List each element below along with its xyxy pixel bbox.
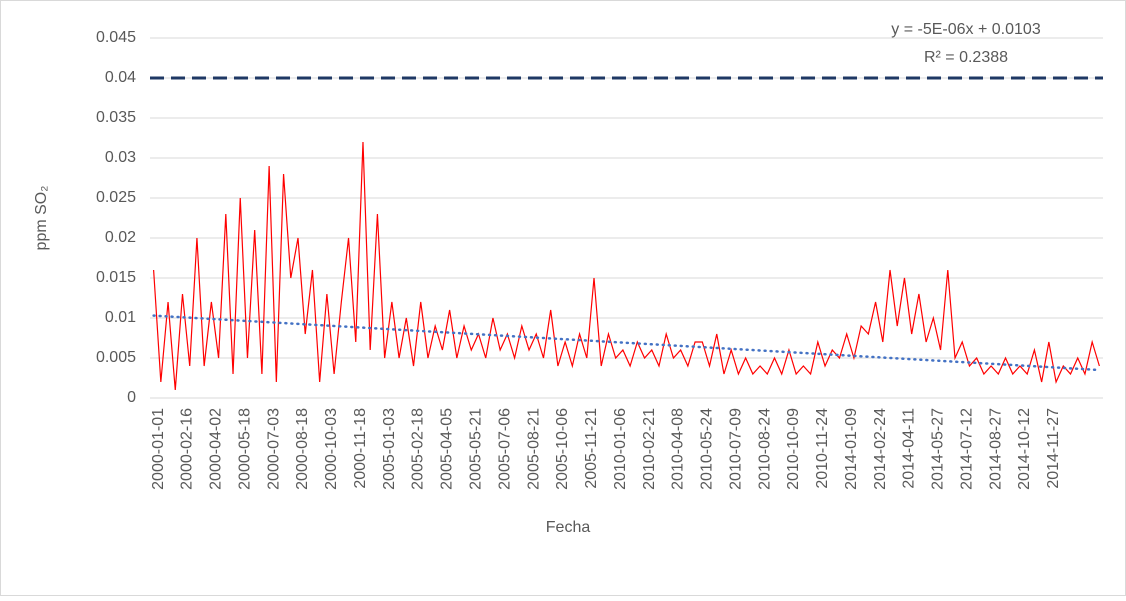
y-tick-label: 0.04 bbox=[105, 69, 136, 86]
trend-equation: y = -5E-06x + 0.0103 bbox=[891, 21, 1041, 38]
trend-line bbox=[152, 314, 1101, 372]
x-tick-label: 2010-02-21 bbox=[641, 408, 658, 490]
x-tick-label: 2005-07-06 bbox=[496, 408, 513, 490]
x-tick-label: 2000-11-18 bbox=[352, 408, 369, 489]
x-tick-label: 2010-07-09 bbox=[727, 408, 744, 490]
x-tick-label: 2000-05-18 bbox=[236, 408, 253, 490]
x-tick-label: 2005-02-18 bbox=[410, 408, 427, 490]
x-tick-label: 2010-05-24 bbox=[699, 408, 716, 490]
x-tick-label: 2005-10-06 bbox=[554, 408, 571, 490]
y-tick-label: 0.01 bbox=[105, 309, 136, 326]
x-tick-label: 2014-05-27 bbox=[930, 408, 947, 490]
x-tick-label: 2010-01-06 bbox=[612, 408, 629, 490]
x-tick-label: 2010-11-24 bbox=[814, 408, 831, 489]
y-tick-label: 0.005 bbox=[96, 349, 136, 366]
y-tick-label: 0.015 bbox=[96, 269, 136, 286]
x-tick-label: 2000-08-18 bbox=[294, 408, 311, 490]
x-tick-label: 2000-01-01 bbox=[150, 408, 167, 490]
x-tick-label: 2014-07-12 bbox=[958, 408, 975, 490]
x-tick-label: 2010-10-09 bbox=[785, 408, 802, 490]
x-tick-label: 2000-10-03 bbox=[323, 408, 340, 490]
y-axis-title: ppm SO₂ bbox=[33, 186, 50, 251]
y-tick-label: 0 bbox=[127, 389, 136, 406]
x-tick-label: 2014-04-11 bbox=[901, 408, 918, 489]
x-tick-label: 2005-08-21 bbox=[525, 408, 542, 490]
x-tick-label: 2000-04-02 bbox=[208, 408, 225, 490]
y-tick-label: 0.025 bbox=[96, 189, 136, 206]
x-tick-label: 2014-08-27 bbox=[987, 408, 1004, 490]
x-tick-label: 2010-08-24 bbox=[756, 408, 773, 490]
trend-r-squared: R² = 0.2388 bbox=[924, 49, 1008, 66]
y-tick-label: 0.035 bbox=[96, 109, 136, 126]
data-line bbox=[153, 141, 1100, 391]
x-tick-label: 2000-02-16 bbox=[179, 408, 196, 490]
x-tick-label: 2000-07-03 bbox=[265, 408, 282, 490]
x-tick-label: 2005-11-21 bbox=[583, 408, 600, 489]
x-tick-label: 2005-05-21 bbox=[467, 408, 484, 490]
x-tick-label: 2014-11-27 bbox=[1045, 408, 1062, 489]
x-tick-label: 2010-04-08 bbox=[670, 408, 687, 490]
y-tick-label: 0.045 bbox=[96, 29, 136, 46]
x-tick-label: 2014-10-12 bbox=[1016, 408, 1033, 490]
y-tick-label: 0.03 bbox=[105, 149, 136, 166]
y-tick-label: 0.02 bbox=[105, 229, 136, 246]
x-tick-label: 2014-02-24 bbox=[872, 408, 889, 490]
x-axis-title: Fecha bbox=[546, 519, 591, 536]
x-tick-label: 2014-01-09 bbox=[843, 408, 860, 490]
x-tick-label: 2005-04-05 bbox=[439, 408, 456, 490]
x-tick-label: 2005-01-03 bbox=[381, 408, 398, 490]
